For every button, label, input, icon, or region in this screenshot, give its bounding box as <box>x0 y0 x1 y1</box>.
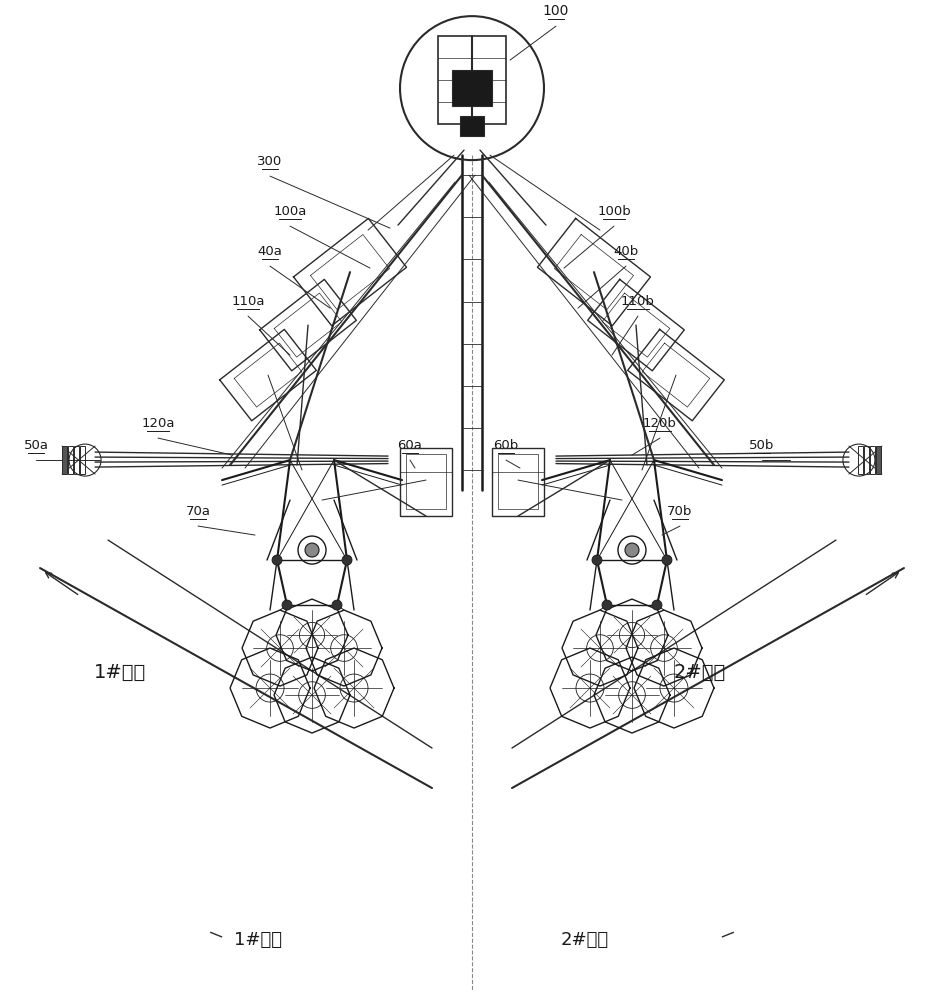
Text: 50b: 50b <box>750 439 775 452</box>
Text: 100a: 100a <box>274 205 307 218</box>
Bar <box>876 446 881 474</box>
Text: 300: 300 <box>258 155 282 168</box>
Bar <box>870 446 875 474</box>
Text: 2#鐵沟: 2#鐵沟 <box>674 663 726 682</box>
Text: 120a: 120a <box>142 417 175 430</box>
Text: 40b: 40b <box>614 245 638 258</box>
Circle shape <box>652 600 662 610</box>
Circle shape <box>272 555 282 565</box>
Text: 100b: 100b <box>598 205 631 218</box>
Circle shape <box>662 555 672 565</box>
Text: 1#鐵沟: 1#鐵沟 <box>93 663 146 682</box>
Text: 70b: 70b <box>667 505 693 518</box>
Text: 1#鐵口: 1#鐵口 <box>234 931 282 949</box>
Text: 110a: 110a <box>231 295 264 308</box>
Circle shape <box>592 555 602 565</box>
Bar <box>460 116 484 136</box>
Bar <box>68 446 73 474</box>
Bar <box>858 446 863 474</box>
Bar <box>498 454 538 509</box>
Text: 110b: 110b <box>621 295 655 308</box>
Text: 60b: 60b <box>494 439 518 452</box>
Text: 70a: 70a <box>186 505 211 518</box>
Text: 2#鐵口: 2#鐵口 <box>561 931 609 949</box>
Circle shape <box>602 600 612 610</box>
Text: 60a: 60a <box>397 439 423 452</box>
Circle shape <box>342 555 352 565</box>
Circle shape <box>305 543 319 557</box>
Bar <box>438 36 506 124</box>
Bar <box>74 446 79 474</box>
Bar <box>864 446 868 474</box>
Bar <box>62 446 67 474</box>
Circle shape <box>625 543 639 557</box>
Circle shape <box>332 600 342 610</box>
Text: 50a: 50a <box>24 439 48 452</box>
Text: 100: 100 <box>543 4 569 18</box>
Text: 40a: 40a <box>258 245 282 258</box>
Bar <box>400 448 452 516</box>
Bar <box>492 448 544 516</box>
Text: 120b: 120b <box>643 417 677 430</box>
Circle shape <box>282 600 292 610</box>
Bar <box>80 446 85 474</box>
Bar <box>406 454 446 509</box>
Bar <box>452 70 492 106</box>
